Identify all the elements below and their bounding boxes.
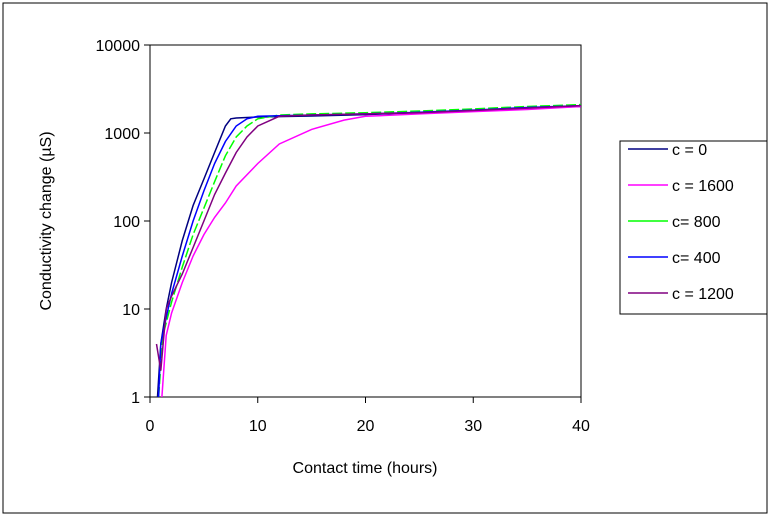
y-tick-label: 10 <box>122 302 140 319</box>
legend-label: c= 400 <box>672 250 721 267</box>
y-tick-label: 100 <box>113 214 140 231</box>
x-tick-label: 40 <box>572 418 590 435</box>
series-line-2 <box>161 105 581 397</box>
legend-label: c = 1600 <box>672 178 734 195</box>
legend-label: c = 1200 <box>672 286 734 303</box>
legend-items: c = 0 c = 1600 c= 800 c= 400 c = 1200 <box>628 142 734 303</box>
legend-box <box>619 140 768 315</box>
y-tick-label: 10000 <box>96 38 141 55</box>
legend-label: c = 0 <box>672 142 707 159</box>
y-axis-title: Conductivity change (µS) <box>38 131 55 310</box>
series-layer <box>155 103 581 397</box>
axis-layer: 1 10 100 1000 10000 0 10 20 30 40 <box>96 38 591 435</box>
x-tick-label: 20 <box>357 418 375 435</box>
x-tick-label: 10 <box>249 418 267 435</box>
x-tick-label: 0 <box>146 418 155 435</box>
x-axis-title: Contact time (hours) <box>293 460 438 477</box>
plot-area <box>149 44 582 398</box>
legend: c = 0 c = 1600 c= 800 c= 400 c = 1200 <box>619 140 768 315</box>
y-tick-label: 1 <box>131 390 140 407</box>
series-line-3 <box>157 103 581 397</box>
y-tick-label: 1000 <box>104 126 140 143</box>
x-tick-label: 30 <box>464 418 482 435</box>
series-line-5 <box>155 104 581 371</box>
legend-label: c= 800 <box>672 214 721 231</box>
